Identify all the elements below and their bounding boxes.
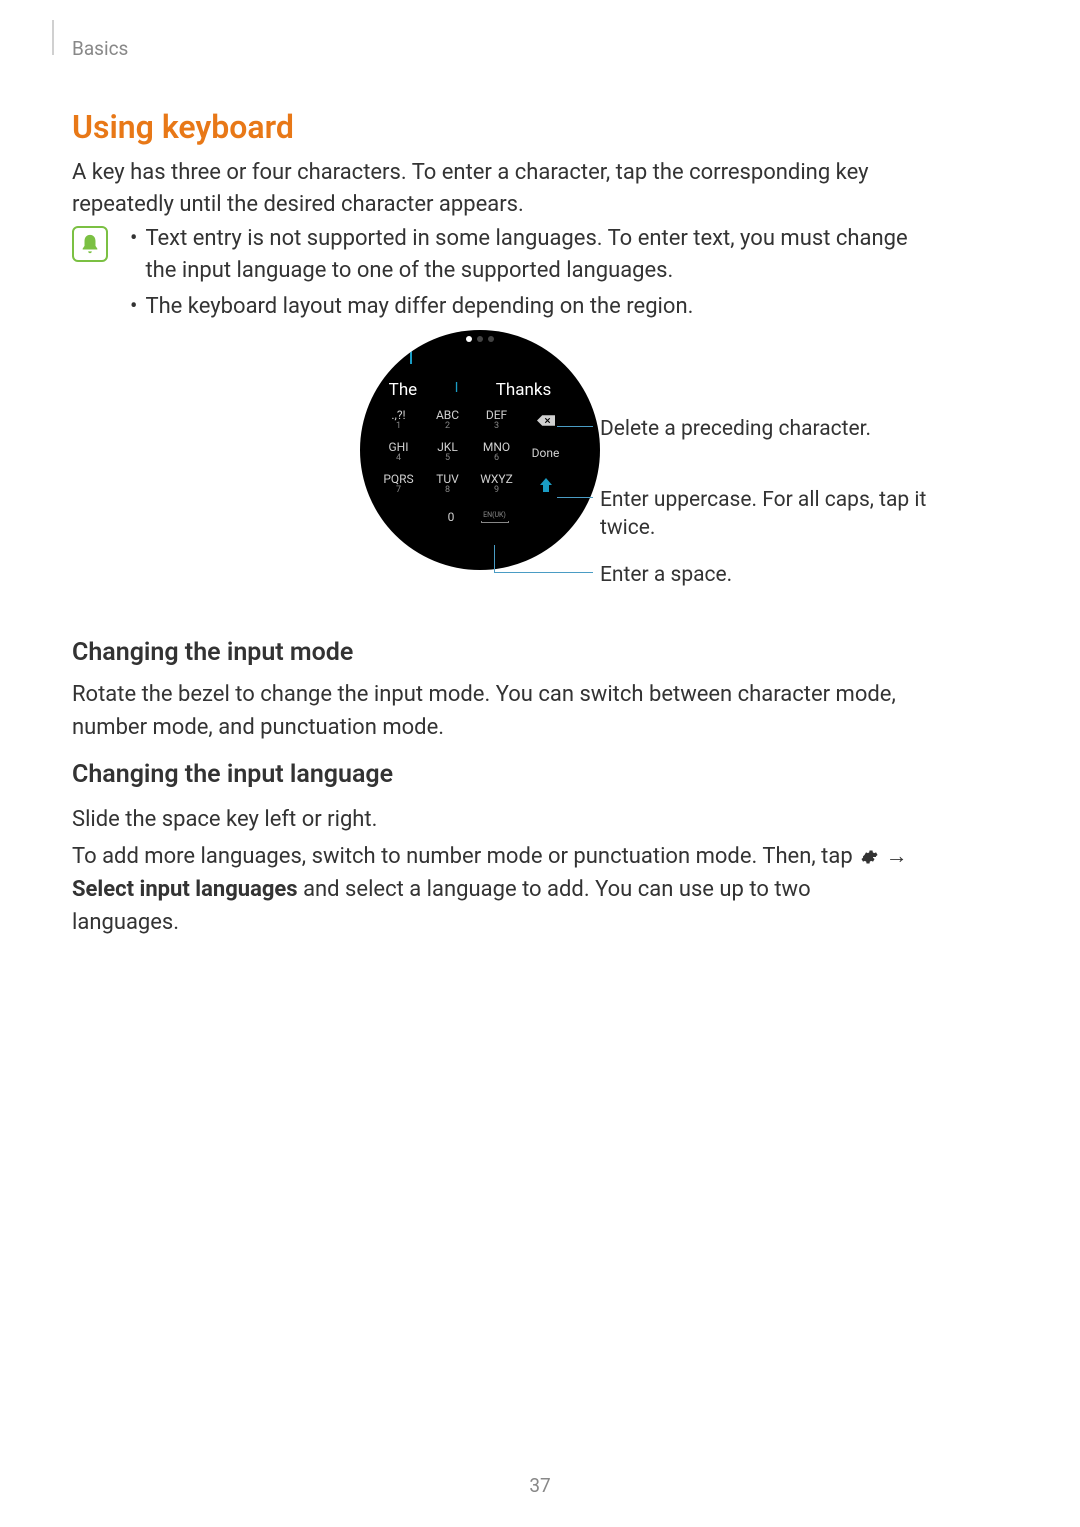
gear-icon <box>860 848 878 866</box>
section-body-language-2: To add more languages, switch to number … <box>72 840 922 939</box>
pager-dots <box>466 336 494 342</box>
header-section: Basics <box>72 37 128 60</box>
callout-line <box>494 545 495 572</box>
key-3: DEF 3 <box>474 405 519 436</box>
key-4: GHI 4 <box>376 437 421 468</box>
bullet-dot: • <box>130 291 137 323</box>
key-8: TUV 8 <box>425 469 470 500</box>
callout-line <box>557 426 593 427</box>
key-9: WXYZ 9 <box>474 469 519 500</box>
intro-paragraph: A key has three or four characters. To e… <box>72 157 922 221</box>
text-cursor <box>410 350 412 364</box>
done-key: Done <box>523 437 568 468</box>
key-1: .,?! 1 <box>376 405 421 436</box>
suggestion: The <box>389 380 418 400</box>
page-number: 37 <box>529 1474 550 1497</box>
key-2: ABC 2 <box>425 405 470 436</box>
note-list: • Text entry is not supported in some la… <box>130 223 910 327</box>
callout-line <box>557 497 593 498</box>
note-text: Text entry is not supported in some lang… <box>145 223 910 287</box>
suggestion-bar: The I Thanks <box>370 380 570 400</box>
note-icon <box>72 226 108 262</box>
keyboard-diagram: The I Thanks .,?! 1 ABC 2 DEF 3 <box>360 330 600 570</box>
bullet-dot: • <box>130 223 137 255</box>
section-heading-input-mode: Changing the input mode <box>72 638 353 667</box>
header-divider <box>52 20 54 55</box>
page-title: Using keyboard <box>72 108 294 146</box>
key-6: MNO 6 <box>474 437 519 468</box>
note-text: The keyboard layout may differ depending… <box>145 291 693 323</box>
callout-uppercase: Enter uppercase. For all caps, tap it tw… <box>600 486 935 543</box>
callout-delete: Delete a preceding character. <box>600 415 871 443</box>
shift-key <box>523 469 568 500</box>
suggestion: Thanks <box>496 380 552 400</box>
section-body-language-1: Slide the space key left or right. <box>72 803 377 836</box>
key-7: PQRS 7 <box>376 469 421 500</box>
backspace-key <box>523 405 568 436</box>
key-0: 0 <box>429 501 474 532</box>
section-body-input-mode: Rotate the bezel to change the input mod… <box>72 678 922 744</box>
suggestion-divider: I <box>455 380 459 400</box>
note-item: • Text entry is not supported in some la… <box>130 223 910 287</box>
section-heading-input-language: Changing the input language <box>72 760 393 789</box>
key-5: JKL 5 <box>425 437 470 468</box>
callout-space: Enter a space. <box>600 561 732 589</box>
callout-line <box>494 572 593 573</box>
note-item: • The keyboard layout may differ dependi… <box>130 291 910 323</box>
space-key: EN(UK) <box>474 501 516 532</box>
